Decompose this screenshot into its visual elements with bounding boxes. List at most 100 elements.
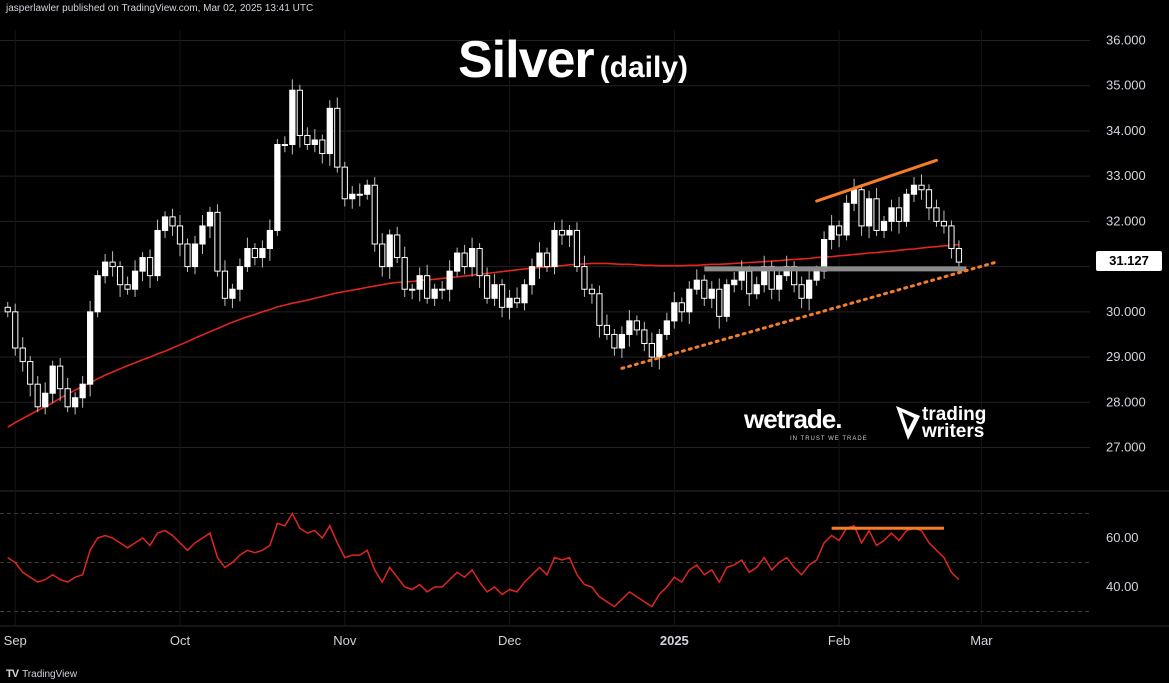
candle-down: [596, 293, 603, 326]
candle-down: [424, 275, 431, 299]
candle-down: [603, 324, 611, 335]
candle-up: [161, 216, 169, 231]
candle-down: [146, 257, 154, 277]
candle-down: [835, 225, 843, 236]
candle-up: [101, 261, 109, 277]
candle-down: [341, 166, 348, 200]
candle-up: [431, 288, 438, 299]
candle-up: [229, 288, 236, 299]
candle-up: [888, 207, 895, 222]
candle-up: [311, 139, 318, 146]
candle-down: [116, 266, 124, 286]
candle-up: [753, 284, 760, 295]
chart-title: Silver (daily): [458, 30, 688, 90]
candle-down: [633, 320, 640, 331]
annotations-layer: [620, 158, 998, 370]
wetrade-logo: wetrade.: [744, 404, 842, 434]
time-tick-label: Sep: [4, 633, 27, 648]
upper-trendline: [815, 158, 938, 203]
candle-up: [551, 229, 558, 268]
candle-down: [558, 229, 566, 236]
candle-up: [686, 288, 693, 313]
candle-up: [409, 288, 416, 291]
candle-up: [386, 234, 393, 268]
candle-down: [611, 333, 618, 349]
candle-up: [776, 275, 783, 290]
tradingview-footer: TV TradingView: [6, 668, 77, 680]
candle-up: [349, 193, 356, 200]
candle-down: [918, 184, 925, 191]
candle-down: [461, 252, 468, 268]
candle-down: [57, 365, 64, 390]
candle-down: [588, 288, 596, 295]
candle-down: [304, 134, 311, 146]
candle-up: [87, 311, 94, 385]
candle-down: [19, 347, 26, 363]
time-tick-label: Feb: [828, 633, 850, 648]
candle-up: [468, 248, 476, 268]
candle-up: [79, 383, 86, 399]
candle-up: [843, 202, 850, 236]
candle-up: [528, 266, 536, 286]
price-tick-label: 34.000: [1106, 123, 1146, 138]
candle-down: [573, 229, 581, 268]
moving-average-layer: [7, 243, 959, 428]
candle-up: [536, 252, 543, 268]
rsi-layer: [7, 511, 960, 608]
candle-down: [394, 234, 401, 259]
price-grid: [0, 30, 1169, 627]
lower-trendline: [620, 260, 998, 370]
current-price-badge: 31.127: [1096, 251, 1162, 271]
candle-up: [72, 397, 79, 408]
candle-down: [895, 207, 903, 222]
candle-down: [716, 288, 723, 317]
candle-up: [49, 365, 56, 394]
tradingview-label: TradingView: [22, 668, 78, 680]
candle-down: [4, 306, 11, 313]
candle-up: [42, 392, 49, 408]
candle-down: [379, 243, 386, 268]
tradingview-logo-icon: TV: [6, 668, 19, 680]
candle-down: [648, 342, 655, 358]
candle-down: [401, 257, 408, 290]
candle-up: [850, 189, 858, 204]
candle-up: [236, 266, 244, 290]
candle-up: [439, 288, 446, 291]
candle-down: [798, 284, 805, 299]
candle-down: [34, 383, 41, 408]
candle-down: [543, 252, 551, 268]
candle-up: [206, 211, 214, 227]
candle-up: [244, 248, 251, 268]
candle-up: [199, 225, 206, 245]
candle-up: [131, 270, 139, 290]
candle-down: [933, 207, 940, 222]
candle-up: [566, 229, 573, 236]
candle-up: [813, 270, 820, 281]
candle-up: [274, 144, 281, 231]
candle-up: [738, 270, 745, 281]
candle-up: [289, 89, 296, 146]
price-tick-label: 29.000: [1106, 349, 1146, 364]
candle-up: [506, 297, 513, 308]
candle-up: [416, 275, 423, 290]
trading-writers-line1: trading: [922, 404, 987, 425]
candle-down: [296, 89, 303, 136]
candle-up: [693, 279, 700, 290]
candle-up: [281, 144, 288, 147]
candle-down: [948, 225, 955, 250]
candle-down: [184, 243, 191, 268]
trading-writers-logo: trading writers: [922, 404, 987, 441]
time-tick-label: 2025: [660, 633, 689, 648]
price-tick-label: 36.000: [1106, 33, 1146, 48]
rsi-tick-label: 60.00: [1106, 530, 1139, 545]
price-tick-label: 28.000: [1106, 394, 1146, 409]
candle-up: [806, 279, 813, 299]
candle-down: [925, 189, 933, 209]
candle-down: [581, 266, 588, 290]
candles-layer: [4, 79, 963, 415]
candle-down: [64, 388, 71, 408]
candle-up: [880, 220, 888, 231]
candle-down: [371, 184, 378, 245]
candle-down: [221, 270, 229, 299]
